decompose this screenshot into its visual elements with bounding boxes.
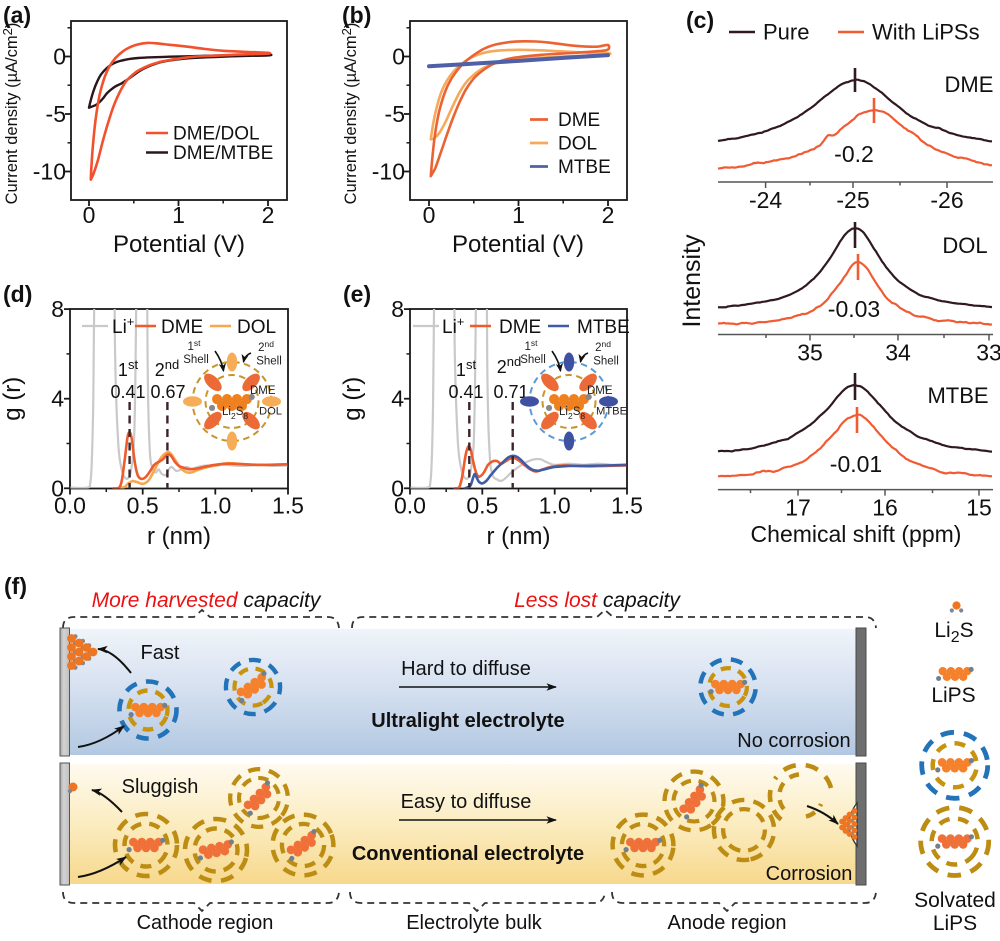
svg-text:0: 0 bbox=[423, 202, 436, 228]
svg-text:DOL: DOL bbox=[558, 134, 597, 155]
svg-text:1: 1 bbox=[512, 202, 525, 228]
svg-text:Li2S8: Li2S8 bbox=[222, 406, 248, 421]
svg-text:0.67: 0.67 bbox=[150, 382, 185, 402]
svg-text:g (r): g (r) bbox=[0, 377, 26, 421]
svg-text:Cathode region: Cathode region bbox=[137, 912, 274, 934]
svg-text:-5: -5 bbox=[385, 101, 405, 127]
svg-text:Easy to diffuse: Easy to diffuse bbox=[401, 791, 532, 813]
svg-text:Shell: Shell bbox=[520, 354, 546, 366]
svg-text:MTBE: MTBE bbox=[558, 157, 611, 178]
svg-text:Less lost capacity: Less lost capacity bbox=[514, 589, 681, 612]
svg-text:16: 16 bbox=[872, 495, 898, 521]
svg-text:With LiPSs: With LiPSs bbox=[872, 20, 980, 45]
svg-text:0.0: 0.0 bbox=[394, 493, 426, 519]
svg-text:-24: -24 bbox=[749, 187, 782, 213]
svg-text:1.0: 1.0 bbox=[539, 493, 571, 519]
svg-text:(e): (e) bbox=[343, 281, 371, 307]
svg-text:0: 0 bbox=[391, 475, 404, 501]
svg-text:34: 34 bbox=[885, 340, 911, 366]
svg-text:1: 1 bbox=[172, 202, 185, 228]
svg-text:-5: -5 bbox=[46, 101, 66, 127]
svg-text:-26: -26 bbox=[930, 187, 963, 213]
svg-text:Current density (µA/cm2): Current density (µA/cm2) bbox=[339, 23, 360, 205]
svg-text:LiPS: LiPS bbox=[931, 684, 975, 707]
svg-text:Sluggish: Sluggish bbox=[122, 776, 199, 798]
svg-text:0: 0 bbox=[392, 44, 405, 70]
svg-text:2: 2 bbox=[262, 202, 275, 228]
svg-text:DME: DME bbox=[587, 385, 613, 397]
svg-text:MTBE: MTBE bbox=[596, 406, 627, 418]
svg-text:-0.03: -0.03 bbox=[828, 296, 880, 322]
svg-text:-25: -25 bbox=[836, 187, 869, 213]
svg-text:-0.01: -0.01 bbox=[830, 451, 882, 477]
svg-text:Potential (V): Potential (V) bbox=[452, 231, 584, 258]
svg-text:35: 35 bbox=[797, 340, 823, 366]
svg-text:DME: DME bbox=[499, 317, 541, 338]
svg-text:g (r): g (r) bbox=[339, 377, 366, 421]
svg-text:17: 17 bbox=[785, 495, 811, 521]
svg-text:(f): (f) bbox=[4, 573, 27, 599]
svg-text:More harvested capacity: More harvested capacity bbox=[92, 589, 322, 612]
svg-text:4: 4 bbox=[391, 386, 404, 412]
svg-text:(a): (a) bbox=[3, 2, 31, 28]
svg-text:(c): (c) bbox=[686, 7, 714, 33]
svg-text:Li2S: Li2S bbox=[934, 619, 973, 646]
svg-text:-10: -10 bbox=[33, 159, 66, 185]
svg-text:r (nm): r (nm) bbox=[487, 523, 551, 550]
svg-text:Hard to diffuse: Hard to diffuse bbox=[401, 658, 531, 680]
svg-text:(b): (b) bbox=[342, 2, 371, 28]
svg-text:DOL: DOL bbox=[237, 317, 276, 338]
svg-text:33: 33 bbox=[976, 340, 1000, 366]
svg-text:0.0: 0.0 bbox=[54, 493, 86, 519]
svg-text:DME: DME bbox=[161, 317, 203, 338]
svg-text:Conventional electrolyte: Conventional electrolyte bbox=[352, 843, 584, 865]
svg-text:Shell: Shell bbox=[593, 356, 619, 368]
svg-text:Potential (V): Potential (V) bbox=[113, 231, 245, 258]
svg-text:MTBE: MTBE bbox=[927, 383, 988, 408]
svg-text:Anode region: Anode region bbox=[668, 912, 787, 934]
svg-text:Solvated: Solvated bbox=[914, 889, 996, 912]
svg-text:Li2S8: Li2S8 bbox=[559, 406, 585, 421]
svg-text:-0.2: -0.2 bbox=[834, 141, 874, 167]
svg-text:0: 0 bbox=[53, 44, 66, 70]
svg-text:0.41: 0.41 bbox=[448, 382, 483, 402]
svg-text:8: 8 bbox=[51, 296, 64, 322]
svg-text:2: 2 bbox=[602, 202, 615, 228]
svg-text:-10: -10 bbox=[372, 159, 405, 185]
svg-text:Ultralight electrolyte: Ultralight electrolyte bbox=[371, 710, 564, 732]
svg-text:1.0: 1.0 bbox=[199, 493, 231, 519]
svg-text:0.5: 0.5 bbox=[466, 493, 498, 519]
svg-text:Intensity: Intensity bbox=[678, 234, 706, 328]
svg-text:Corrosion: Corrosion bbox=[766, 863, 853, 885]
svg-text:Fast: Fast bbox=[141, 642, 180, 664]
svg-text:0.71: 0.71 bbox=[493, 382, 528, 402]
svg-text:DME: DME bbox=[945, 72, 994, 97]
svg-text:Pure: Pure bbox=[763, 20, 809, 45]
svg-text:DME/MTBE: DME/MTBE bbox=[173, 143, 273, 164]
svg-text:DME: DME bbox=[558, 110, 600, 131]
svg-text:LiPS: LiPS bbox=[933, 912, 977, 935]
svg-text:Shell: Shell bbox=[183, 354, 209, 366]
svg-text:Chemical shift (ppm): Chemical shift (ppm) bbox=[751, 521, 962, 547]
svg-text:0: 0 bbox=[83, 202, 96, 228]
svg-text:Current density (µA/cm2): Current density (µA/cm2) bbox=[0, 23, 21, 205]
svg-text:(d): (d) bbox=[3, 281, 32, 307]
svg-text:DME/DOL: DME/DOL bbox=[173, 124, 260, 145]
svg-text:1.5: 1.5 bbox=[272, 493, 304, 519]
svg-text:DOL: DOL bbox=[942, 233, 987, 258]
svg-text:8: 8 bbox=[391, 296, 404, 322]
svg-text:DOL: DOL bbox=[259, 406, 282, 418]
svg-text:No corrosion: No corrosion bbox=[737, 730, 850, 752]
svg-text:Electrolyte bulk: Electrolyte bulk bbox=[406, 912, 543, 934]
svg-text:1.5: 1.5 bbox=[611, 493, 643, 519]
svg-text:DME: DME bbox=[250, 385, 276, 397]
svg-text:Shell: Shell bbox=[256, 356, 282, 368]
svg-text:0: 0 bbox=[51, 475, 64, 501]
svg-text:r (nm): r (nm) bbox=[147, 523, 211, 550]
svg-text:15: 15 bbox=[966, 495, 992, 521]
svg-text:4: 4 bbox=[51, 386, 64, 412]
svg-text:MTBE: MTBE bbox=[577, 317, 630, 338]
svg-text:0.41: 0.41 bbox=[110, 382, 145, 402]
svg-text:0.5: 0.5 bbox=[127, 493, 159, 519]
